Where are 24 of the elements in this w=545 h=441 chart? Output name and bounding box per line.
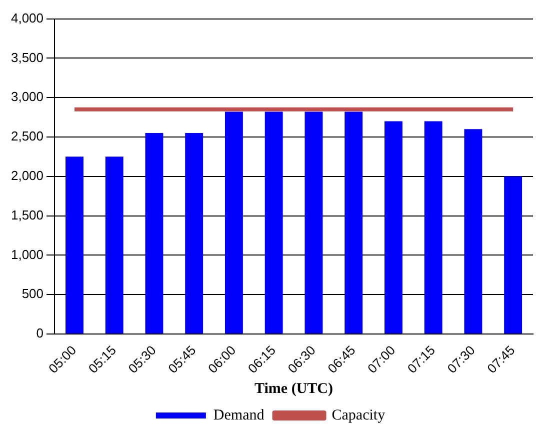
bar [185,133,204,334]
bar [424,121,442,334]
bar [65,156,84,334]
y-tick-label: 3,500 [10,50,44,65]
bar [464,129,482,334]
bar [344,112,363,334]
bar [105,156,124,334]
y-tick-label: 500 [22,286,44,302]
bar [145,133,164,334]
legend-label: Capacity [332,407,386,424]
bar [304,112,323,334]
bar [504,176,522,334]
x-axis-title: Time (UTC) [254,380,333,397]
y-tick-label: 3,000 [10,89,44,104]
y-tick-label: 1,500 [10,207,44,222]
bar [384,121,402,334]
bar [264,112,283,334]
y-tick-label: 2,500 [10,128,44,144]
y-tick-label: 1,000 [10,246,44,262]
y-tick-label: 4,000 [10,10,44,26]
y-tick-label: 2,000 [10,168,44,183]
bar [224,112,243,334]
y-tick-label: 0 [36,326,44,341]
legend-label: Demand [213,407,265,424]
